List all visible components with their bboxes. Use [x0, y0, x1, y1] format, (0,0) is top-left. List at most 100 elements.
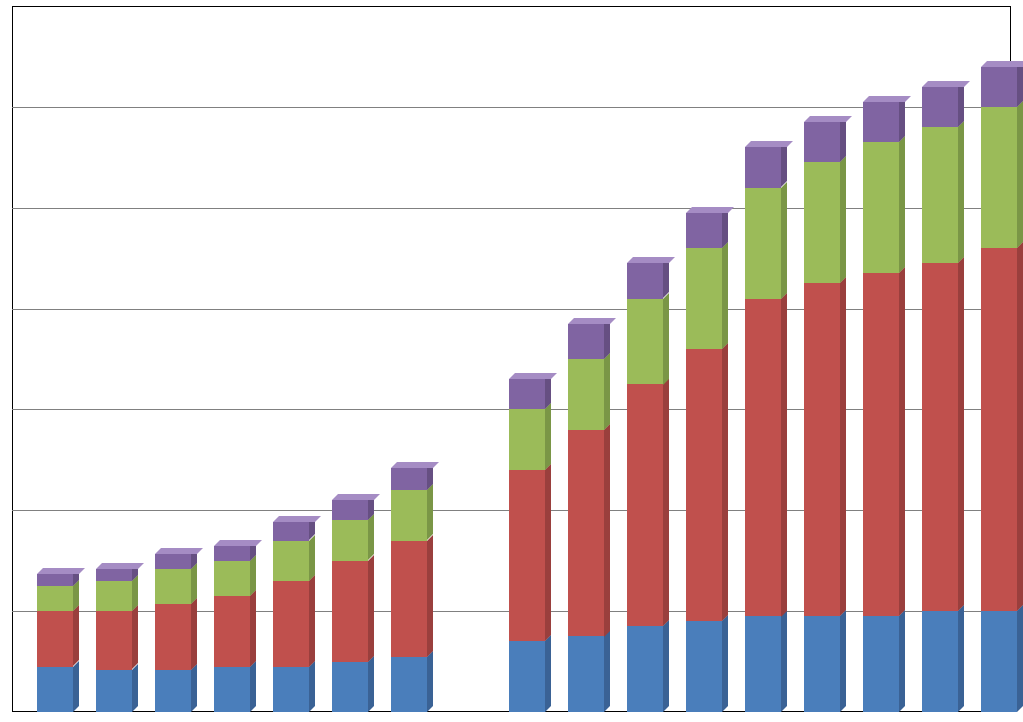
bar-segment-s2	[155, 604, 191, 670]
bar-side-s2	[604, 424, 610, 637]
bar-segment-s2	[273, 581, 309, 667]
bar-side-s2	[958, 257, 964, 611]
bar-top-s4	[686, 207, 734, 213]
bar-side-s1	[427, 651, 433, 712]
bar-top-s4	[273, 516, 321, 522]
bar-segment-s3	[981, 107, 1017, 248]
bar-segment-s2	[922, 263, 958, 611]
bar-side-s3	[663, 293, 669, 385]
bar-segment-s4	[96, 569, 132, 581]
bar-segment-s1	[863, 616, 899, 712]
bar-segment-s4	[745, 147, 781, 187]
bar-side-s1	[545, 635, 551, 712]
bar-segment-s2	[863, 273, 899, 616]
bar	[332, 500, 368, 712]
bar-side-s2	[73, 605, 79, 666]
bar-side-s4	[781, 141, 787, 187]
bar-segment-s4	[273, 522, 309, 540]
bar	[863, 102, 899, 712]
bar-side-s1	[1017, 605, 1023, 712]
bar-segment-s2	[37, 611, 73, 666]
bar-segment-s3	[509, 409, 545, 470]
bar-side-s1	[604, 630, 610, 712]
bar-segment-s1	[745, 616, 781, 712]
bar-top-s4	[96, 563, 144, 569]
bar-segment-s3	[568, 359, 604, 430]
bar-side-s4	[663, 257, 669, 298]
bar	[686, 213, 722, 712]
bar-segment-s3	[922, 127, 958, 263]
bar-segment-s4	[37, 574, 73, 586]
bar-side-s3	[368, 514, 374, 560]
bar-side-s1	[722, 615, 728, 712]
bar-segment-s2	[745, 299, 781, 617]
bar-top-s4	[627, 257, 675, 263]
bar-segment-s4	[155, 554, 191, 569]
bar-side-s3	[250, 555, 256, 596]
bar-top-s4	[509, 373, 557, 379]
bar-side-s4	[840, 116, 846, 162]
bar-side-s2	[427, 535, 433, 657]
bar	[981, 67, 1017, 712]
bar-side-s3	[899, 136, 905, 273]
bar-side-s3	[132, 575, 138, 611]
bar-top-s4	[745, 141, 793, 147]
bar-segment-s1	[37, 667, 73, 712]
bar-side-s1	[73, 661, 79, 712]
bar-side-s2	[250, 590, 256, 667]
bar-side-s3	[309, 535, 315, 581]
bar-top-s4	[568, 318, 616, 324]
bar	[509, 379, 545, 712]
bar-segment-s2	[509, 470, 545, 641]
bar-segment-s1	[509, 641, 545, 712]
bar-side-s1	[958, 605, 964, 712]
bar-top-s4	[981, 61, 1023, 67]
bar-segment-s4	[332, 500, 368, 520]
bar-segment-s3	[214, 561, 250, 596]
bar-segment-s1	[155, 670, 191, 712]
bar-segment-s1	[391, 657, 427, 712]
bar-segment-s1	[332, 662, 368, 712]
bar-top-s4	[214, 540, 262, 546]
bar-segment-s2	[686, 349, 722, 621]
bar-segment-s3	[745, 188, 781, 299]
bar	[391, 468, 427, 712]
bar-side-s1	[191, 664, 197, 712]
bar-side-s2	[368, 555, 374, 662]
bar-segment-s1	[627, 626, 663, 712]
bar	[273, 522, 309, 712]
bar-segment-s4	[214, 546, 250, 561]
bar	[627, 263, 663, 712]
bar-side-s3	[722, 242, 728, 349]
bar-side-s3	[958, 121, 964, 263]
bar-side-s2	[1017, 242, 1023, 611]
bar-segment-s2	[981, 248, 1017, 611]
bar-top-s4	[37, 568, 85, 574]
bar-segment-s1	[214, 667, 250, 712]
bar	[155, 554, 191, 712]
bar-side-s2	[191, 598, 197, 670]
bar-segment-s2	[391, 541, 427, 657]
bar-segment-s3	[686, 248, 722, 349]
bar-top-s4	[863, 96, 911, 102]
stacked-bar-chart	[0, 0, 1023, 722]
bar-segment-s3	[391, 490, 427, 540]
bar-segment-s1	[686, 621, 722, 712]
bar-side-s2	[545, 464, 551, 641]
bar-side-s3	[781, 182, 787, 299]
bar-segment-s3	[332, 520, 368, 560]
bar-side-s2	[132, 605, 138, 669]
bar-segment-s4	[686, 213, 722, 248]
bar-segment-s1	[981, 611, 1017, 712]
bar	[214, 546, 250, 712]
bar-segment-s4	[509, 379, 545, 409]
bar-segment-s4	[863, 102, 899, 142]
bar	[37, 574, 73, 712]
plot-area	[12, 6, 1011, 712]
bar-segment-s4	[391, 468, 427, 490]
bar-side-s1	[368, 656, 374, 712]
bar	[568, 324, 604, 712]
bar-segment-s1	[568, 636, 604, 712]
bar	[804, 122, 840, 712]
bar-side-s1	[663, 620, 669, 712]
